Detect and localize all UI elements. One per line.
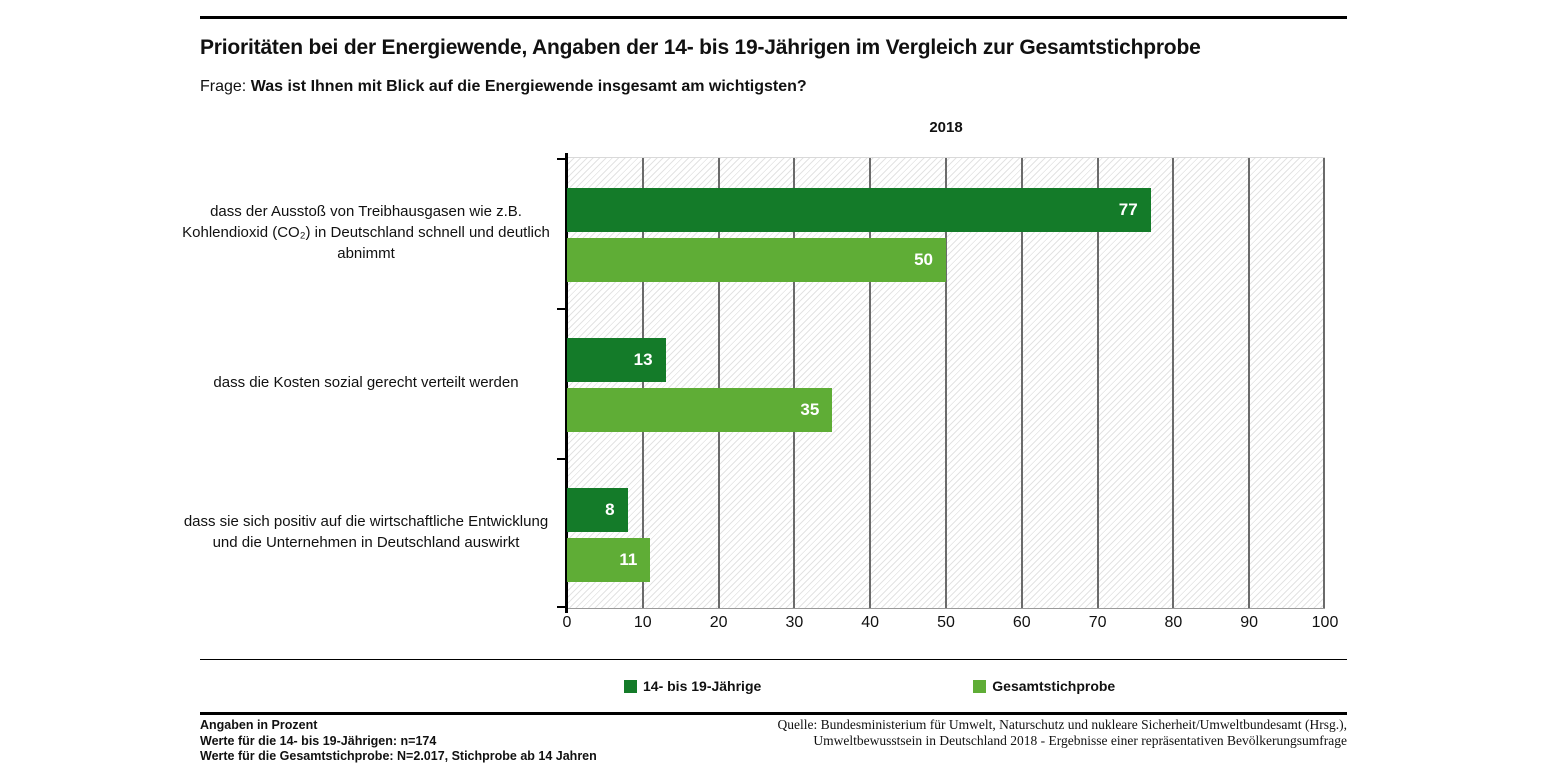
gridline xyxy=(641,158,644,608)
y-axis-tick xyxy=(557,458,566,460)
footnote-line: Angaben in Prozent xyxy=(200,718,318,732)
legend-swatch xyxy=(973,679,987,693)
page-title: Prioritäten bei der Energiewende, Angabe… xyxy=(200,36,1201,59)
top-rule xyxy=(200,16,1347,19)
gridline xyxy=(1096,158,1099,608)
x-axis-tick-label: 40 xyxy=(861,614,880,631)
y-axis-tick xyxy=(557,606,566,608)
y-axis-line xyxy=(565,153,568,613)
legend-item: 14- bis 19-Jährige xyxy=(624,678,761,694)
legend: 14- bis 19-Jährige Gesamtstichprobe xyxy=(624,678,1115,694)
bar-value-label: 77 xyxy=(1118,200,1138,219)
gridline xyxy=(1248,158,1251,608)
x-axis-tick-label: 50 xyxy=(937,614,955,631)
legend-swatch xyxy=(624,679,637,693)
bar-row: 13 35 xyxy=(567,308,1325,458)
gridline xyxy=(945,158,947,608)
bar-value-label: 11 xyxy=(619,550,638,569)
x-axis-tick-label: 70 xyxy=(1088,614,1107,631)
bar-dark: 77 xyxy=(567,188,1151,232)
x-axis-tick-label: 10 xyxy=(633,614,652,631)
footnotes-left: Angaben in Prozent Werte für die 14- bis … xyxy=(200,718,597,765)
bar-row: 8 11 xyxy=(567,458,1325,608)
y-axis-tick xyxy=(557,308,566,310)
bar-value-label: 13 xyxy=(633,350,653,369)
bar-light: 50 xyxy=(567,238,946,282)
gridline xyxy=(1020,158,1023,608)
x-axis-tick-label: 20 xyxy=(709,614,728,631)
category-label: dass der Ausstoß von Treibhausgasen wie … xyxy=(182,202,550,262)
gridline xyxy=(1323,158,1325,608)
y-axis-tick xyxy=(557,158,566,160)
bar-light: 35 xyxy=(567,388,833,432)
bar-dark: 13 xyxy=(567,338,666,382)
source-line: Quelle: Bundesministerium für Umwelt, Na… xyxy=(777,717,1348,732)
legend-separator-rule xyxy=(200,659,1347,660)
x-axis-tick-label: 80 xyxy=(1164,614,1183,631)
bar-dark: 8 xyxy=(567,488,628,532)
bar-value-label: 8 xyxy=(605,500,615,519)
bar-value-label: 35 xyxy=(800,400,820,419)
category-label: dass sie sich positiv auf die wirtschaft… xyxy=(183,513,549,551)
chart-title: 2018 xyxy=(929,119,963,136)
x-axis-tick-label: 100 xyxy=(1311,614,1339,631)
source-note: Quelle: Bundesministerium für Umwelt, Na… xyxy=(700,717,1348,749)
gridline xyxy=(793,158,796,608)
gridline xyxy=(869,158,872,608)
legend-label: 14- bis 19-Jährige xyxy=(643,678,762,694)
x-axis-tick-label: 90 xyxy=(1240,614,1259,631)
gridline xyxy=(1172,158,1175,608)
footer-rule xyxy=(200,712,1347,715)
x-axis-tick-label: 30 xyxy=(785,614,804,631)
gridline xyxy=(717,158,720,608)
category-label: dass die Kosten sozial gerecht verteilt … xyxy=(213,373,519,391)
legend-label: Gesamtstichprobe xyxy=(992,678,1116,694)
footnote-line: Werte für die 14- bis 19-Jährigen: n=174 xyxy=(200,733,437,748)
x-axis-labels: 0 10 20 30 40 50 60 70 80 90 100 xyxy=(563,614,1339,638)
legend-item: Gesamtstichprobe xyxy=(973,678,1115,694)
question-line: Frage: Was ist Ihnen mit Blick auf die E… xyxy=(200,78,807,96)
bar-light: 11 xyxy=(567,538,651,582)
question-prefix: Frage: xyxy=(200,78,247,95)
question-text: Was ist Ihnen mit Blick auf die Energiew… xyxy=(250,78,807,95)
x-axis-tick-label: 60 xyxy=(1012,614,1031,631)
x-axis-tick-label: 0 xyxy=(562,614,572,631)
footnote-line: Werte für die Gesamtstichprobe: N=2.017,… xyxy=(200,749,597,763)
category-labels: dass der Ausstoß von Treibhausgasen wie … xyxy=(180,157,552,607)
bar-row: 77 50 xyxy=(567,158,1325,308)
plot-area: 77 50 13 35 8 11 xyxy=(557,153,1325,613)
source-line: Umweltbewusstsein in Deutschland 2018 - … xyxy=(813,733,1347,748)
bar-value-label: 50 xyxy=(914,250,933,269)
